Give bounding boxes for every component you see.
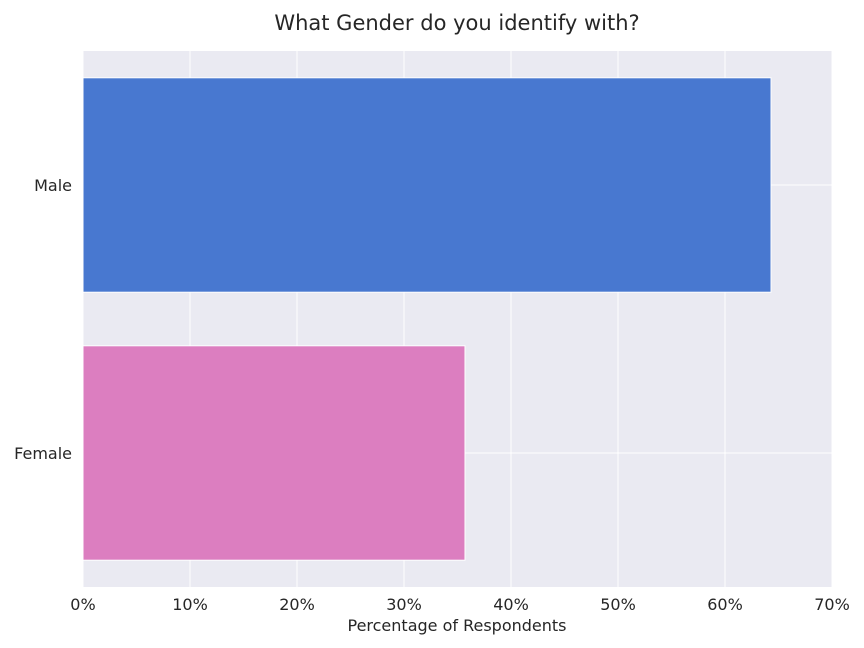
x-tick-label: 40% bbox=[493, 595, 529, 614]
x-tick-label: 30% bbox=[386, 595, 422, 614]
bar-male bbox=[82, 77, 772, 293]
x-tick-label: 60% bbox=[707, 595, 743, 614]
x-tick-label: 10% bbox=[172, 595, 208, 614]
bars bbox=[82, 77, 772, 561]
bar-female bbox=[82, 345, 466, 561]
x-axis-label: Percentage of Respondents bbox=[347, 616, 566, 635]
x-tick-label: 0% bbox=[70, 595, 95, 614]
y-tick-label: Male bbox=[34, 176, 72, 195]
chart-title: What Gender do you identify with? bbox=[274, 11, 639, 35]
x-tick-label: 20% bbox=[279, 595, 315, 614]
x-axis-ticks: 0% 10% 20% 30% 40% 50% 60% 70% bbox=[70, 595, 849, 614]
x-tick-label: 70% bbox=[814, 595, 850, 614]
y-tick-label: Female bbox=[14, 444, 72, 463]
y-axis-ticks: Male Female bbox=[14, 176, 72, 463]
x-tick-label: 50% bbox=[600, 595, 636, 614]
